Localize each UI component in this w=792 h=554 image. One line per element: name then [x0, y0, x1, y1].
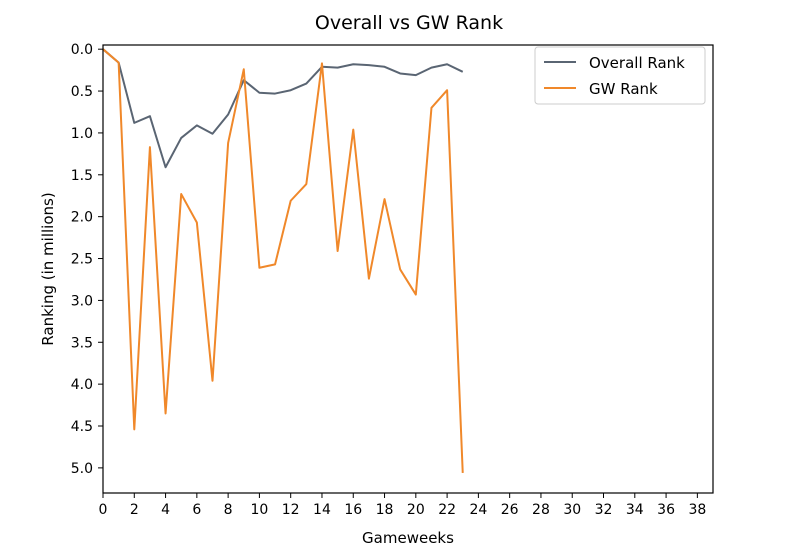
series-layer	[102, 48, 464, 473]
y-tick-label: 0.5	[71, 84, 93, 100]
chart-title: Overall vs GW Rank	[315, 12, 503, 34]
legend-label-overall-rank: Overall Rank	[589, 54, 685, 72]
y-axis-label: Ranking (in millions)	[39, 192, 57, 345]
x-tick-label: 10	[250, 502, 268, 518]
y-tick-label: 1.5	[71, 168, 93, 184]
y-tick-label: 4.5	[71, 419, 93, 435]
x-tick-label: 18	[376, 502, 394, 518]
x-tick-label: 30	[563, 502, 581, 518]
legend-frame	[534, 46, 706, 105]
x-tick-label: 12	[282, 502, 300, 518]
y-tick-label: 4.0	[71, 377, 93, 393]
x-tick-label: 16	[344, 502, 362, 518]
x-tick-label: 20	[407, 502, 425, 518]
legend: Overall Rank GW Rank	[534, 46, 706, 105]
x-tick-label: 4	[161, 502, 170, 518]
y-tick-label: 2.5	[71, 252, 93, 268]
y-tick-label: 0.0	[71, 42, 93, 58]
x-tick-label: 24	[469, 502, 487, 518]
x-tick-label: 38	[688, 502, 706, 518]
x-tick-label: 6	[192, 502, 201, 518]
legend-label-gw-rank: GW Rank	[589, 80, 658, 98]
x-tick-label: 28	[532, 502, 550, 518]
x-tick-label: 34	[626, 502, 644, 518]
y-tick-label: 2.0	[71, 210, 93, 226]
y-tick-label: 3.5	[71, 335, 93, 351]
y-tick-label: 5.0	[71, 461, 93, 477]
y-axis: 0.0 0.5 1.0 1.5 2.0 2.5 3.0 3.5 4.0 4.5 5.0	[71, 42, 103, 477]
x-tick-label: 26	[501, 502, 519, 518]
y-tick-label: 3.0	[71, 293, 93, 309]
x-tick-label: 14	[313, 502, 331, 518]
plot-area-frame	[102, 44, 714, 494]
series-line-overall-rank	[102, 48, 464, 169]
x-axis-label: Gameweeks	[362, 529, 454, 547]
y-tick-label: 1.0	[71, 126, 93, 142]
x-axis: 0 2 4 6 8 10 12 14 16 18 20 22 24 26 28 30 32 34 36 38	[99, 493, 706, 518]
x-tick-label: 22	[438, 502, 456, 518]
x-tick-label: 0	[99, 502, 108, 518]
series-line-gw-rank	[102, 48, 464, 473]
x-tick-label: 32	[595, 502, 613, 518]
x-tick-label: 8	[224, 502, 233, 518]
x-tick-label: 2	[130, 502, 139, 518]
x-tick-label: 36	[657, 502, 675, 518]
